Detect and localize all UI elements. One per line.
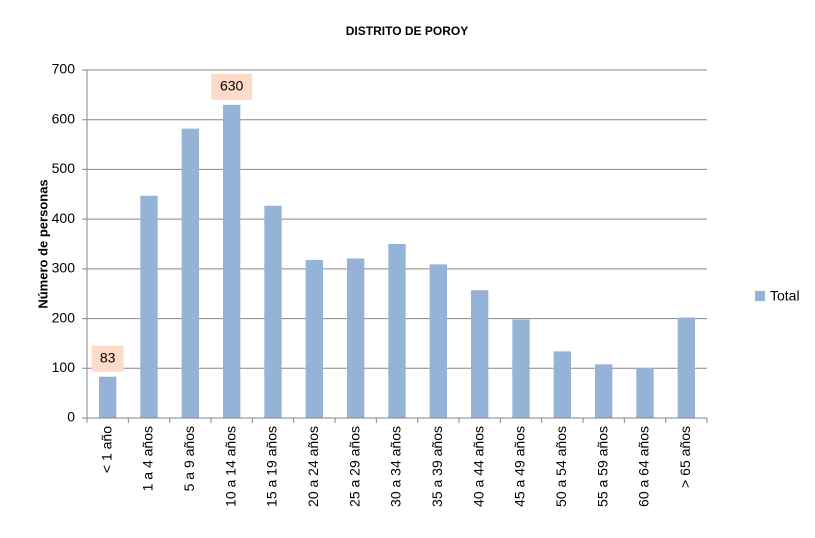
x-tick-label: < 1 año xyxy=(98,426,114,473)
legend-swatch xyxy=(755,291,765,301)
y-tick-label: 100 xyxy=(52,359,76,375)
bar xyxy=(305,259,324,418)
x-tick-label: 20 a 24 años xyxy=(305,426,321,507)
x-tick-label: 15 a 19 años xyxy=(264,426,280,507)
x-tick-label: 55 a 59 años xyxy=(594,426,610,507)
x-tick-label: > 65 años xyxy=(677,426,693,488)
bar xyxy=(264,205,282,418)
bar xyxy=(594,364,613,418)
data-label-box xyxy=(91,345,124,372)
x-tick-label: 50 a 54 años xyxy=(553,426,569,507)
x-tick-label: 60 a 64 años xyxy=(636,426,652,507)
x-tick-label: 35 a 39 años xyxy=(429,426,445,507)
x-tick-label: 30 a 34 años xyxy=(388,426,404,507)
bar xyxy=(429,264,448,418)
bar xyxy=(512,319,530,418)
x-tick-label: 10 a 14 años xyxy=(222,426,238,507)
bar xyxy=(636,367,654,418)
x-tick-label: 45 a 49 años xyxy=(512,426,528,507)
data-label-box xyxy=(211,73,253,100)
y-tick-label: 300 xyxy=(52,260,76,276)
y-axis-label: Número de personas xyxy=(35,179,50,308)
y-tick-label: 700 xyxy=(52,61,76,77)
x-tick-label: 1 a 4 años xyxy=(140,426,156,491)
data-label: 630 xyxy=(220,78,244,94)
x-tick-label: 5 a 9 años xyxy=(181,426,197,491)
y-tick-label: 200 xyxy=(52,309,76,325)
bar xyxy=(553,351,572,418)
y-tick-label: 600 xyxy=(52,110,76,126)
bar xyxy=(222,104,241,419)
y-tick-label: 400 xyxy=(52,210,76,226)
bar xyxy=(346,258,365,418)
bar xyxy=(470,290,489,418)
bar xyxy=(140,195,158,418)
bar xyxy=(388,244,406,418)
y-tick-label: 500 xyxy=(52,160,76,176)
x-tick-label: 40 a 44 años xyxy=(470,426,486,507)
y-tick-label: 0 xyxy=(67,409,75,425)
bar xyxy=(677,317,696,418)
chart-title: DISTRITO DE POROY xyxy=(346,24,468,38)
bar xyxy=(98,376,117,418)
data-label: 83 xyxy=(100,349,116,365)
legend-label: Total xyxy=(770,288,800,304)
bar xyxy=(181,128,200,419)
x-tick-label: 25 a 29 años xyxy=(346,426,362,507)
